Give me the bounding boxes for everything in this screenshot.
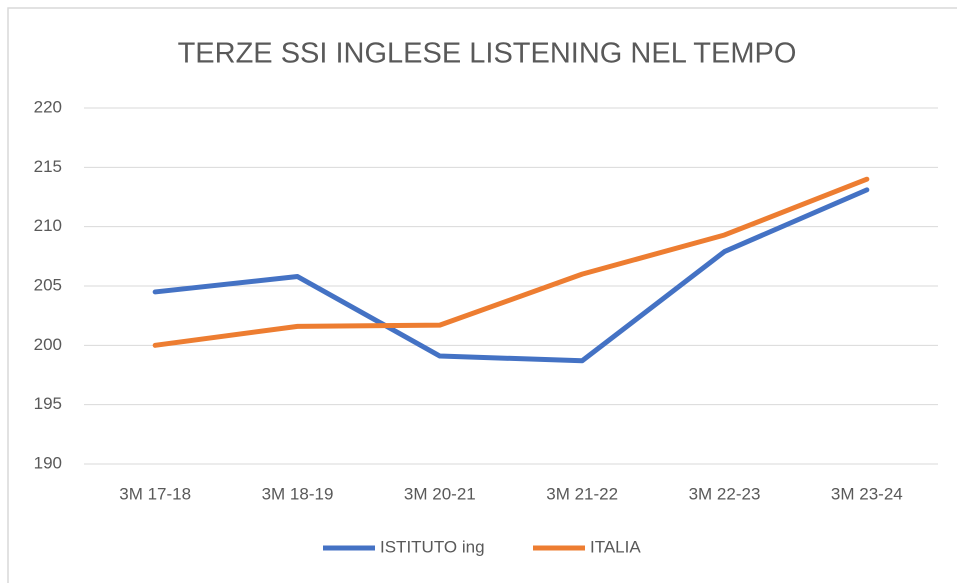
line-series	[152, 187, 870, 364]
y-tick-label: 190	[34, 453, 62, 472]
chart-border	[7, 7, 957, 583]
legend-label: ITALIA	[590, 537, 641, 556]
x-tick-label: 3M 17-18	[119, 484, 191, 503]
x-tick-label: 3M 18-19	[262, 484, 334, 503]
legend-label: ISTITUTO ing	[380, 537, 485, 556]
y-tick-label: 205	[34, 275, 62, 294]
chart-title: TERZE SSI INGLESE LISTENING NEL TEMPO	[178, 38, 797, 70]
y-tick-label: 195	[34, 394, 62, 413]
y-tick-label: 200	[34, 335, 62, 354]
y-tick-label: 210	[34, 216, 62, 235]
y-tick-label: 215	[34, 157, 62, 176]
line-series	[152, 176, 870, 348]
x-tick-label: 3M 21-22	[546, 484, 618, 503]
x-tick-label: 3M 23-24	[831, 484, 903, 503]
y-tick-label: 220	[34, 97, 62, 116]
x-tick-label: 3M 22-23	[689, 484, 761, 503]
x-tick-label: 3M 20-21	[404, 484, 476, 503]
